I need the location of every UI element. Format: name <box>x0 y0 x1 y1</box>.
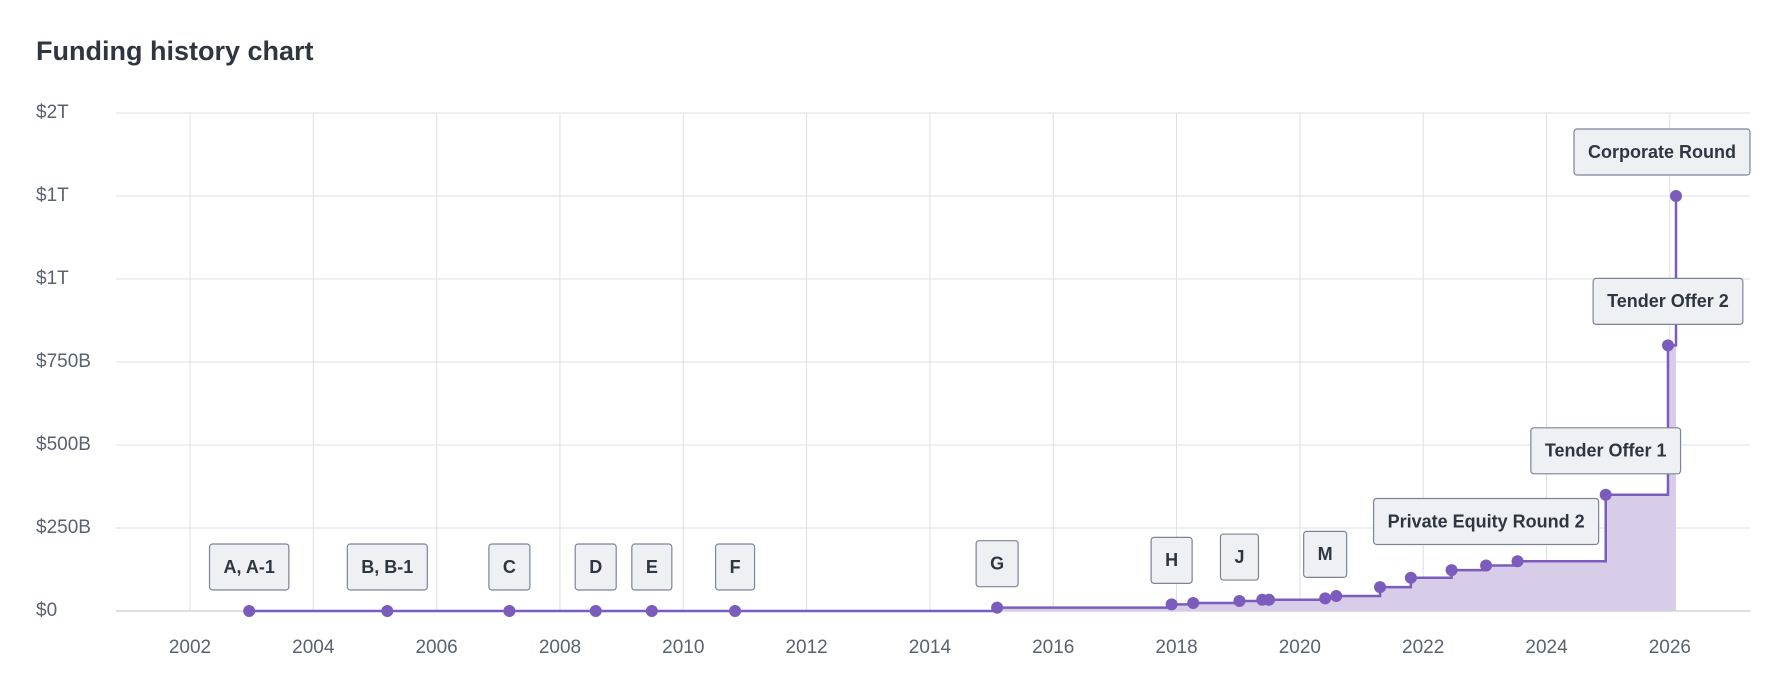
y-tick-label: $500B <box>36 434 91 455</box>
label-text: D <box>589 557 602 577</box>
data-point <box>1404 571 1417 584</box>
y-tick-label: $750B <box>36 351 91 372</box>
label-box <box>346 543 428 591</box>
label-box <box>1150 536 1193 584</box>
label-box <box>488 543 531 591</box>
label-text: Corporate Round <box>1588 142 1736 162</box>
label-box <box>1530 427 1682 475</box>
label-box <box>1372 497 1600 546</box>
chart-title: Funding history chart <box>36 36 314 66</box>
y-tick-label: $1T <box>36 268 69 289</box>
point-label: Tender Offer 2 <box>1592 277 1744 325</box>
x-tick-label: 2012 <box>785 637 827 658</box>
data-point <box>1165 598 1178 611</box>
label-text: M <box>1318 544 1333 564</box>
point-label: F <box>714 543 756 591</box>
label-box <box>1573 128 1751 176</box>
label-text: G <box>990 553 1004 573</box>
data-point <box>1233 595 1246 608</box>
label-box <box>208 543 290 591</box>
label-text: Tender Offer 1 <box>1545 441 1667 461</box>
data-point <box>1330 590 1343 603</box>
point-label: Tender Offer 1 <box>1530 427 1682 475</box>
point-label: M <box>1303 530 1348 578</box>
label-text: C <box>503 557 516 577</box>
label-box <box>714 543 756 591</box>
label-text: A, A-1 <box>224 557 275 577</box>
point-label: Private Equity Round 2 <box>1372 497 1600 546</box>
label-text: J <box>1234 547 1244 567</box>
data-point <box>243 605 256 617</box>
point-label: Corporate Round <box>1573 128 1751 176</box>
point-label: A, A-1 <box>208 543 290 591</box>
x-tick-label: 2022 <box>1402 637 1444 658</box>
y-tick-label: $0 <box>36 600 57 621</box>
label-text: H <box>1165 550 1178 570</box>
x-tick-label: 2024 <box>1525 637 1568 658</box>
step-line <box>249 196 1678 613</box>
data-point <box>1445 564 1458 577</box>
label-text: E <box>646 557 658 577</box>
label-box <box>1303 530 1348 578</box>
data-point <box>1511 555 1524 568</box>
x-tick-label: 2014 <box>909 637 952 658</box>
point-label: J <box>1219 533 1260 581</box>
label-box <box>975 540 1019 588</box>
x-tick-label: 2018 <box>1155 637 1197 658</box>
label-box <box>1592 277 1744 325</box>
data-point <box>729 605 742 617</box>
label-text: F <box>730 557 741 577</box>
x-tick-label: 2004 <box>292 637 335 658</box>
y-tick-label: $250B <box>36 517 91 538</box>
point-label: B, B-1 <box>346 543 428 591</box>
label-box <box>631 543 673 591</box>
x-tick-label: 2010 <box>662 637 704 658</box>
y-tick-label: $2T <box>36 102 69 123</box>
label-box <box>1219 533 1260 581</box>
data-point <box>589 605 602 617</box>
area <box>249 196 1677 611</box>
data-point <box>1374 581 1387 594</box>
label-box <box>574 543 617 591</box>
data-point <box>1480 559 1493 572</box>
data-point <box>1670 190 1683 202</box>
data-point <box>381 605 394 617</box>
data-point <box>1187 597 1200 610</box>
point-label: D <box>574 543 617 591</box>
x-tick-label: 2002 <box>169 637 211 658</box>
y-tick-label: $1T <box>36 185 69 206</box>
point-label: E <box>631 543 673 591</box>
data-point <box>991 601 1004 614</box>
x-tick-label: 2006 <box>415 637 457 658</box>
point-label: G <box>975 540 1019 588</box>
data-point <box>503 605 516 617</box>
label-text: B, B-1 <box>361 557 413 577</box>
label-text: Tender Offer 2 <box>1607 291 1729 311</box>
x-tick-label: 2020 <box>1279 637 1321 658</box>
x-tick-label: 2016 <box>1032 637 1074 658</box>
data-point <box>1661 339 1674 352</box>
point-label: H <box>1150 536 1193 584</box>
data-point <box>1263 593 1276 606</box>
data-point <box>1599 488 1612 501</box>
x-tick-label: 2026 <box>1649 637 1691 658</box>
data-point <box>1319 592 1332 605</box>
label-text: Private Equity Round 2 <box>1388 511 1585 531</box>
point-label: C <box>488 543 531 591</box>
data-point <box>645 605 658 617</box>
x-tick-label: 2008 <box>539 637 581 658</box>
